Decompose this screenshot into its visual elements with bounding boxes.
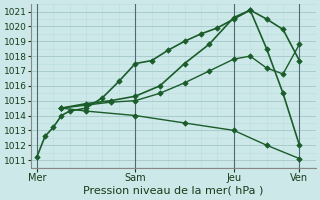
X-axis label: Pression niveau de la mer( hPa ): Pression niveau de la mer( hPa ) — [84, 186, 264, 196]
